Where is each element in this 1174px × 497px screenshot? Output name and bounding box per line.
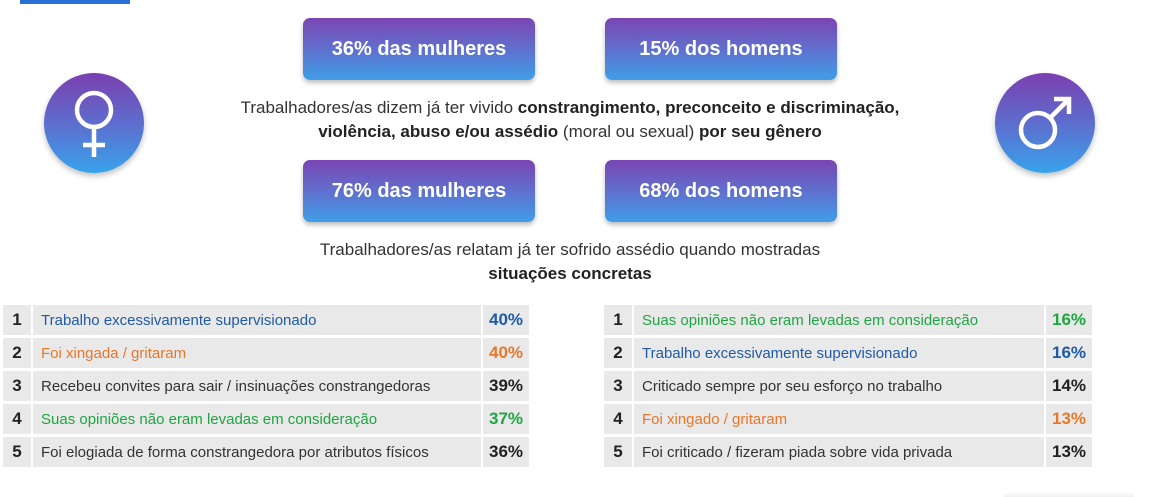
table-row: 5 Foi criticado / fizeram piada sobre vid…: [604, 437, 1092, 467]
table-row: 1 Trabalho excessivamente supervisionado 4…: [3, 305, 529, 335]
rank-percentage: 40%: [481, 305, 529, 335]
statement-gender-discrimination: Trabalhadores/as dizem já ter vivido con…: [215, 96, 925, 144]
table-row: 3 Recebeu convites para sair / insinuaçõe…: [3, 371, 529, 401]
rank-label: Trabalho excessivamente supervisionado: [634, 338, 1044, 368]
rank-number: 2: [604, 338, 634, 368]
table-row: 3 Criticado sempre por seu esforço no tra…: [604, 371, 1092, 401]
rank-percentage: 39%: [481, 371, 529, 401]
statement1-bold-2: por seu gênero: [698, 122, 822, 141]
table-row: 2 Foi xingada / gritaram 40%: [3, 338, 529, 368]
statement2-text-1: Trabalhadores/as relatam já ter sofrido …: [319, 240, 821, 259]
rank-number: 1: [604, 305, 634, 335]
women-constraint-stat: 36% das mulheres: [303, 18, 535, 80]
rank-label: Foi xingado / gritaram: [634, 404, 1044, 434]
top-accent-bar: [20, 0, 130, 4]
statement1-text-1: Trabalhadores/as dizem já ter vivido: [240, 98, 518, 117]
rank-percentage: 13%: [1044, 437, 1092, 467]
rank-number: 4: [3, 404, 33, 434]
table-row: 5 Foi elogiada de forma constrangedora po…: [3, 437, 529, 467]
rank-label: Suas opiniões não eram levadas em consid…: [634, 305, 1044, 335]
rank-percentage: 37%: [481, 404, 529, 434]
rank-number: 4: [604, 404, 634, 434]
rank-label: Foi elogiada de forma constrangedora por…: [33, 437, 481, 467]
rank-label: Suas opiniões não eram levadas em consid…: [33, 404, 481, 434]
rank-number: 5: [3, 437, 33, 467]
rank-percentage: 40%: [481, 338, 529, 368]
men-ranking-table: 1 Suas opiniões não eram levadas em consi…: [604, 302, 1092, 470]
male-symbol-icon: [995, 73, 1095, 173]
men-constraint-stat: 15% dos homens: [605, 18, 837, 80]
statement1-text-2: (moral ou sexual): [558, 122, 699, 141]
rank-number: 3: [3, 371, 33, 401]
table-row: 4 Suas opiniões não eram levadas em consi…: [3, 404, 529, 434]
corner-shadow: [1004, 491, 1134, 497]
rank-label: Foi criticado / fizeram piada sobre vida…: [634, 437, 1044, 467]
statement1-bold-1: constrangimento, preconceito e discrimin…: [318, 98, 900, 141]
rank-label: Foi xingada / gritaram: [33, 338, 481, 368]
rank-percentage: 14%: [1044, 371, 1092, 401]
rank-label: Trabalho excessivamente supervisionado: [33, 305, 481, 335]
rank-number: 3: [604, 371, 634, 401]
female-symbol-icon: [44, 73, 144, 173]
rank-percentage: 16%: [1044, 305, 1092, 335]
table-row: 2 Trabalho excessivamente supervisionado 1…: [604, 338, 1092, 368]
men-harassment-stat: 68% dos homens: [605, 160, 837, 222]
rank-number: 1: [3, 305, 33, 335]
statement2-bold-1: situações concretas: [488, 264, 652, 283]
rank-label: Recebeu convites para sair / insinuações…: [33, 371, 481, 401]
women-harassment-stat: 76% das mulheres: [303, 160, 535, 222]
statement-concrete-situations: Trabalhadores/as relatam já ter sofrido …: [270, 238, 870, 286]
table-row: 4 Foi xingado / gritaram 13%: [604, 404, 1092, 434]
table-row: 1 Suas opiniões não eram levadas em consi…: [604, 305, 1092, 335]
rank-percentage: 13%: [1044, 404, 1092, 434]
rank-label: Criticado sempre por seu esforço no trab…: [634, 371, 1044, 401]
rank-number: 5: [604, 437, 634, 467]
rank-percentage: 16%: [1044, 338, 1092, 368]
women-ranking-table: 1 Trabalho excessivamente supervisionado 4…: [3, 302, 529, 470]
rank-percentage: 36%: [481, 437, 529, 467]
rank-number: 2: [3, 338, 33, 368]
